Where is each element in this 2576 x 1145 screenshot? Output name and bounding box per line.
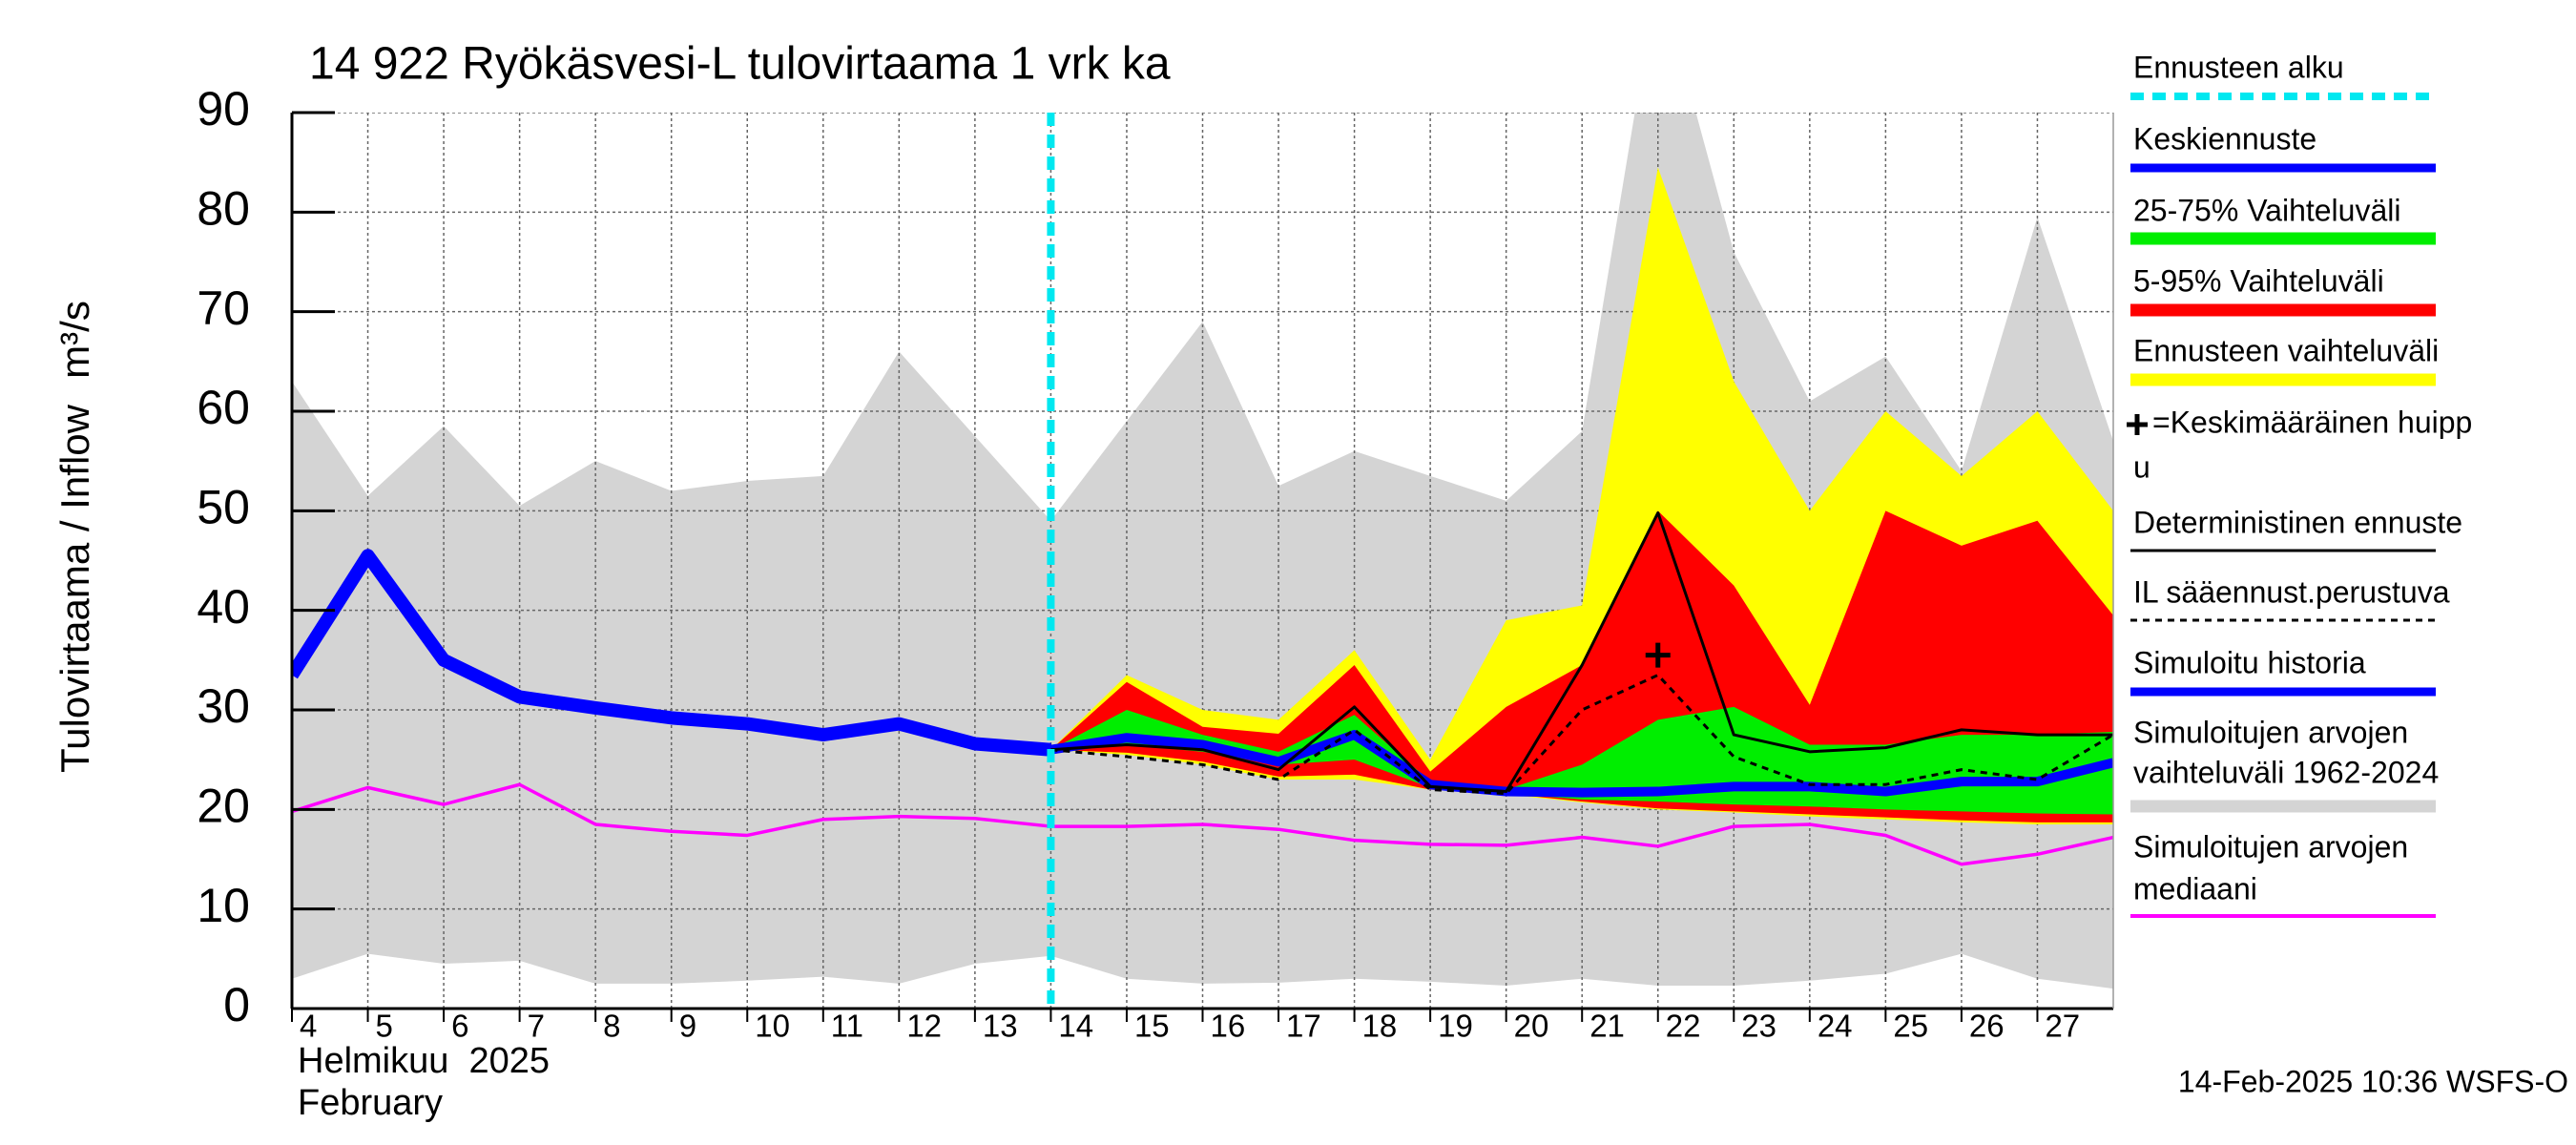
x-tick-label: 20 <box>1514 1009 1549 1044</box>
y-tick-label: 0 <box>223 978 250 1031</box>
series-line <box>292 549 1051 757</box>
legend-label: =Keskimääräinen huipp <box>2152 405 2472 439</box>
x-axis-month: Helmikuu 2025 <box>298 1041 550 1081</box>
x-tick-label: 26 <box>1969 1009 2005 1044</box>
axes: 0 10 20 30 40 50 60 70 80 90 4 5 6 7 8 9 10 11 12 13 14 15 16 1… <box>197 82 2114 1044</box>
x-tick-label: 14 <box>1058 1009 1093 1044</box>
x-tick-label: 17 <box>1286 1009 1321 1044</box>
legend-label: vaihteluväli 1962-2024 <box>2133 755 2439 789</box>
x-tick-label: 19 <box>1438 1009 1473 1044</box>
x-tick-label: 25 <box>1893 1009 1928 1044</box>
mean-peak-marker <box>1645 642 1671 668</box>
x-tick-label: 22 <box>1666 1009 1701 1044</box>
x-tick-label: 4 <box>300 1009 317 1044</box>
y-tick-label: 50 <box>197 481 250 534</box>
plot-area <box>292 113 2113 1009</box>
legend-label: 5-95% Vaihteluväli <box>2133 263 2384 298</box>
legend-label: Ennusteen vaihteluväli <box>2133 333 2439 367</box>
y-tick-label: 10 <box>197 879 250 932</box>
legend-label: Simuloitujen arvojen <box>2133 829 2408 864</box>
x-tick-label: 16 <box>1211 1009 1246 1044</box>
legend-label: 25-75% Vaihteluväli <box>2133 193 2400 227</box>
legend-label: mediaani <box>2133 871 2257 906</box>
legend: Ennusteen alku Keskiennuste 25-75% Vaihtel… <box>2127 50 2472 918</box>
x-tick-label: 15 <box>1134 1009 1170 1044</box>
x-tick-label: 9 <box>679 1009 696 1044</box>
chart-title: 14 922 Ryökäsvesi-L tulovirtaama 1 vrk k… <box>309 39 1171 90</box>
series-line <box>1050 510 2113 794</box>
legend-label: Ennusteen alku <box>2133 50 2344 84</box>
y-tick-label: 20 <box>197 780 250 833</box>
x-tick-label: 11 <box>831 1009 863 1044</box>
x-tick-label: 6 <box>451 1009 468 1044</box>
legend-label: Deterministinen ennuste <box>2133 505 2462 539</box>
y-tick-label: 90 <box>197 82 250 135</box>
legend-label: u <box>2133 449 2150 484</box>
x-tick-label: 23 <box>1741 1009 1776 1044</box>
x-tick-label: 5 <box>376 1009 393 1044</box>
x-tick-label: 13 <box>983 1009 1018 1044</box>
x-tick-label: 7 <box>528 1009 545 1044</box>
legend-label: Simuloitu historia <box>2133 645 2366 679</box>
y-tick-label: 30 <box>197 679 250 733</box>
legend-peak-symbol <box>2127 414 2148 435</box>
y-tick-label: 60 <box>197 381 250 434</box>
y-tick-label: 80 <box>197 182 250 236</box>
y-tick-label: 70 <box>197 281 250 335</box>
legend-label: IL sääennust.perustuva <box>2133 574 2450 609</box>
x-tick-label: 12 <box>906 1009 942 1044</box>
x-axis-month-en: February <box>298 1083 443 1123</box>
x-tick-label: 24 <box>1818 1009 1853 1044</box>
legend-label: Keskiennuste <box>2133 121 2316 156</box>
x-tick-label: 10 <box>755 1009 790 1044</box>
x-tick-label: 18 <box>1362 1009 1398 1044</box>
x-tick-label: 27 <box>2045 1009 2080 1044</box>
x-tick-label: 8 <box>603 1009 620 1044</box>
y-axis-unit: m³/s <box>52 301 97 379</box>
y-tick-label: 40 <box>197 580 250 634</box>
series-line <box>1049 730 2113 798</box>
legend-label: Simuloitujen arvojen <box>2133 715 2408 749</box>
series-line <box>292 782 2113 866</box>
y-axis-label: Tulovirtaama / Inflow <box>52 404 97 773</box>
x-tick-label: 21 <box>1589 1009 1625 1044</box>
series-line <box>1050 673 2113 796</box>
footer: 14-Feb-2025 10:36 WSFS-O <box>2178 1064 2568 1098</box>
